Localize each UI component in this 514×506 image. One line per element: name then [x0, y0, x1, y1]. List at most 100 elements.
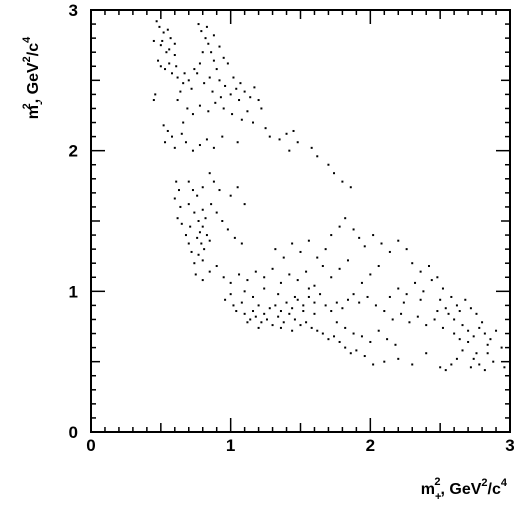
scatter-point	[469, 307, 472, 310]
scatter-point	[235, 87, 238, 90]
scatter-point	[458, 310, 461, 313]
scatter-point	[352, 228, 355, 231]
scatter-point	[210, 203, 213, 206]
scatter-point	[208, 239, 211, 242]
scatter-point	[263, 287, 266, 290]
scatter-point	[212, 146, 215, 149]
scatter-point	[193, 262, 196, 265]
scatter-point	[478, 326, 481, 329]
scatter-point	[207, 110, 210, 113]
scatter-point	[450, 295, 453, 298]
scatter-point	[483, 332, 486, 335]
scatter-point	[231, 113, 234, 116]
scatter-point	[197, 23, 200, 26]
scatter-point	[475, 352, 478, 355]
scatter-point	[260, 107, 263, 110]
scatter-point	[179, 205, 182, 208]
scatter-point	[394, 343, 397, 346]
scatter-point	[201, 186, 204, 189]
scatter-point	[226, 228, 229, 231]
scatter-point	[374, 304, 377, 307]
scatter-point	[232, 76, 235, 79]
scatter-point	[166, 28, 169, 31]
scatter-point	[489, 338, 492, 341]
scatter-point	[360, 281, 363, 284]
scatter-point	[249, 96, 252, 99]
scatter-point	[408, 321, 411, 324]
scatter-point	[236, 141, 239, 144]
scatter-point	[333, 172, 336, 175]
scatter-point	[183, 72, 186, 75]
scatter-point	[187, 180, 190, 183]
scatter-point	[196, 194, 199, 197]
scatter-point	[214, 101, 217, 104]
scatter-point	[472, 335, 475, 338]
scatter-point	[224, 84, 227, 87]
scatter-point	[203, 248, 206, 251]
scatter-point	[246, 321, 249, 324]
scatter-point	[436, 310, 439, 313]
scatter-point	[161, 39, 164, 42]
scatter-point	[291, 329, 294, 332]
scatter-point	[169, 37, 172, 40]
scatter-point	[338, 225, 341, 228]
scatter-point	[355, 349, 358, 352]
scatter-point	[327, 338, 330, 341]
scatter-point	[285, 301, 288, 304]
scatter-point	[252, 310, 255, 313]
scatter-point	[233, 236, 236, 239]
scatter-point	[344, 217, 347, 220]
scatter-point	[316, 256, 319, 259]
scatter-point	[191, 149, 194, 152]
scatter-point	[278, 138, 281, 141]
scatter-point	[302, 310, 305, 313]
scatter-point	[455, 357, 458, 360]
scatter-point	[405, 293, 408, 296]
scatter-point	[475, 312, 478, 315]
scatter-point	[288, 312, 291, 315]
scatter-point	[205, 25, 208, 28]
scatter-point	[201, 225, 204, 228]
scatter-point	[310, 326, 313, 329]
scatter-point	[461, 349, 464, 352]
scatter-point	[221, 135, 224, 138]
scatter-point	[360, 335, 363, 338]
scatter-point	[333, 335, 336, 338]
scatter-point	[162, 31, 165, 34]
scatter-point	[321, 332, 324, 335]
scatter-point	[316, 329, 319, 332]
scatter-point	[240, 118, 243, 121]
y-tick-label: 1	[69, 282, 78, 301]
scatter-point	[264, 127, 267, 130]
scatter-point	[212, 180, 215, 183]
scatter-point	[191, 189, 194, 192]
y-axis-label-unit-tail-sup: 4	[21, 36, 33, 43]
x-tick-label: 3	[505, 436, 514, 455]
scatter-point	[330, 310, 333, 313]
scatter-point	[212, 34, 215, 37]
scatter-point	[175, 65, 178, 68]
scatter-point	[338, 267, 341, 270]
scatter-point	[302, 304, 305, 307]
scatter-point	[383, 310, 386, 313]
scatter-point	[330, 276, 333, 279]
x-axis-label-base: m	[421, 481, 435, 498]
svg-text:m+2, GeV2/c4: m+2, GeV2/c4	[421, 476, 508, 503]
scatter-point	[189, 225, 192, 228]
scatter-point	[222, 276, 225, 279]
scatter-point	[191, 113, 194, 116]
scatter-point	[190, 87, 193, 90]
scatter-point	[335, 321, 338, 324]
scatter-point	[402, 301, 405, 304]
scatter-point	[239, 82, 242, 85]
scatter-point	[441, 326, 444, 329]
scatter-point	[152, 39, 155, 42]
scatter-point	[263, 276, 266, 279]
x-tick-label: 1	[226, 436, 235, 455]
scatter-point	[478, 363, 481, 366]
scatter-point	[243, 90, 246, 93]
scatter-point	[291, 242, 294, 245]
scatter-point	[282, 321, 285, 324]
scatter-point	[352, 332, 355, 335]
scatter-point	[324, 248, 327, 251]
